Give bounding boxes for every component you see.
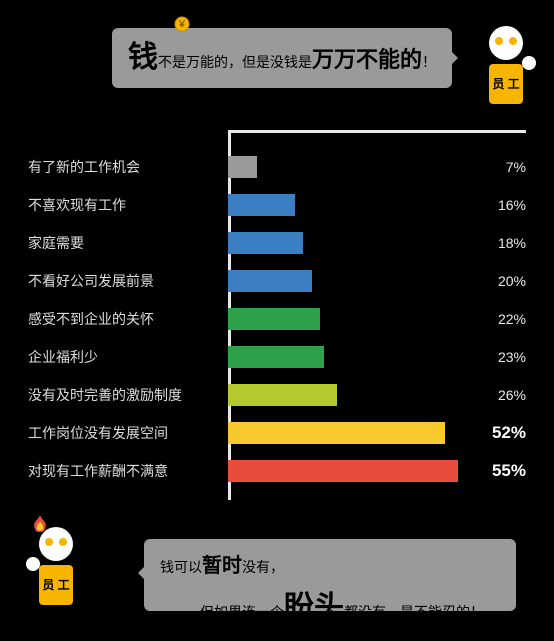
bar-track	[228, 422, 478, 444]
bt2-pre: 但如果连一个	[200, 604, 284, 620]
row-label: 没有及时完善的激励制度	[28, 385, 228, 405]
chart-row: 不喜欢现有工作 16%	[28, 186, 526, 224]
bt2-big: 盼头	[284, 591, 344, 624]
chart-row: 有了新的工作机会 7%	[28, 148, 526, 186]
top-text-mid: 不是万能的，但是没钱是	[158, 54, 312, 70]
bar	[228, 346, 324, 368]
bar	[228, 422, 445, 444]
bar-track	[228, 308, 478, 330]
row-label: 不喜欢现有工作	[28, 195, 228, 215]
top-text-suffix: ！	[422, 54, 436, 70]
row-label: 工作岗位没有发展空间	[28, 423, 228, 443]
chart-row: 对现有工作薪酬不满意 55%	[28, 452, 526, 490]
bar-track	[228, 232, 478, 254]
row-percent: 7%	[478, 159, 526, 175]
top-text-em: 万万不能的	[312, 47, 422, 72]
row-percent: 55%	[478, 461, 526, 481]
bar-track	[228, 270, 478, 292]
figure-head	[489, 26, 523, 60]
figure-badge: 员 工	[489, 64, 523, 104]
coin-icon: ￥	[174, 16, 190, 32]
chart-row: 家庭需要 18%	[28, 224, 526, 262]
row-label: 家庭需要	[28, 233, 228, 253]
row-percent: 22%	[478, 311, 526, 327]
figure-head	[39, 527, 73, 561]
bar-track	[228, 384, 478, 406]
bottom-line-1: 钱可以暂时没有，	[160, 549, 500, 578]
chart-rows: 有了新的工作机会 7% 不喜欢现有工作 16% 家庭需要 18% 不看好公司发展前景 20% 感…	[28, 148, 526, 490]
employee-figure-bottom: 员 工	[28, 527, 84, 613]
chart-row: 企业福利少 23%	[28, 338, 526, 376]
top-bubble-text: 钱不是万能的，但是没钱是万万不能的！	[128, 40, 436, 76]
chart-row: 不看好公司发展前景 20%	[28, 262, 526, 300]
chart-row: 感受不到企业的关怀 22%	[28, 300, 526, 338]
figure-arm	[522, 56, 536, 70]
row-percent: 16%	[478, 197, 526, 213]
bottom-line-2: 但如果连一个盼头都没有，是不能忍的！	[160, 582, 500, 626]
row-label: 不看好公司发展前景	[28, 271, 228, 291]
figure-arm	[26, 557, 40, 571]
bar	[228, 384, 337, 406]
row-label: 对现有工作薪酬不满意	[28, 461, 228, 481]
bar	[228, 156, 257, 178]
figure-badge: 员 工	[39, 565, 73, 605]
bar	[228, 308, 320, 330]
bt2-post: 都没有，是不能忍的！	[344, 604, 484, 620]
bottom-speech-bubble: 钱可以暂时没有， 但如果连一个盼头都没有，是不能忍的！	[144, 539, 516, 611]
bar	[228, 270, 312, 292]
row-label: 感受不到企业的关怀	[28, 309, 228, 329]
row-percent: 18%	[478, 235, 526, 251]
row-percent: 23%	[478, 349, 526, 365]
row-percent: 52%	[478, 423, 526, 443]
bt1-pre: 钱可以	[160, 559, 202, 575]
bar	[228, 194, 295, 216]
svg-text:￥: ￥	[177, 19, 186, 29]
top-text-big: 钱	[128, 41, 158, 74]
chart-axis-top	[228, 130, 526, 133]
bar-track	[228, 346, 478, 368]
row-percent: 20%	[478, 273, 526, 289]
top-speech-bubble: ￥ 钱不是万能的，但是没钱是万万不能的！	[112, 28, 452, 88]
chart-row: 工作岗位没有发展空间 52%	[28, 414, 526, 452]
employee-figure-top: 员 工	[478, 26, 534, 112]
bt1-post: 没有，	[242, 559, 284, 575]
bar	[228, 460, 458, 482]
reasons-bar-chart: 有了新的工作机会 7% 不喜欢现有工作 16% 家庭需要 18% 不看好公司发展前景 20% 感…	[28, 130, 526, 500]
bt1-em: 暂时	[202, 555, 242, 577]
chart-row: 没有及时完善的激励制度 26%	[28, 376, 526, 414]
row-label: 有了新的工作机会	[28, 157, 228, 177]
bar	[228, 232, 303, 254]
row-percent: 26%	[478, 387, 526, 403]
bar-track	[228, 194, 478, 216]
bar-track	[228, 156, 478, 178]
row-label: 企业福利少	[28, 347, 228, 367]
bar-track	[228, 460, 478, 482]
